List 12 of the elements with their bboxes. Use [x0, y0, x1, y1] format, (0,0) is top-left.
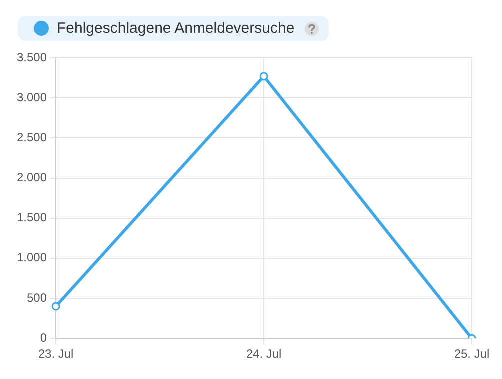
x-tick-label: 23. Jul	[38, 347, 74, 362]
y-tick-label: 500	[27, 290, 48, 305]
x-tick-label: 24. Jul	[246, 347, 282, 362]
y-tick-label: 1.500	[17, 210, 48, 225]
x-tick-label: 25. Jul	[454, 347, 490, 362]
y-tick-label: 0	[40, 330, 48, 345]
y-tick-label: 1.000	[17, 250, 48, 265]
y-tick-label: 2.000	[17, 170, 48, 185]
y-tick-label: 3.500	[17, 50, 48, 64]
legend-label: Fehlgeschlagene Anmeldeversuche	[57, 20, 295, 37]
y-tick-label: 3.000	[17, 90, 48, 104]
y-tick-label: 2.500	[17, 130, 48, 144]
